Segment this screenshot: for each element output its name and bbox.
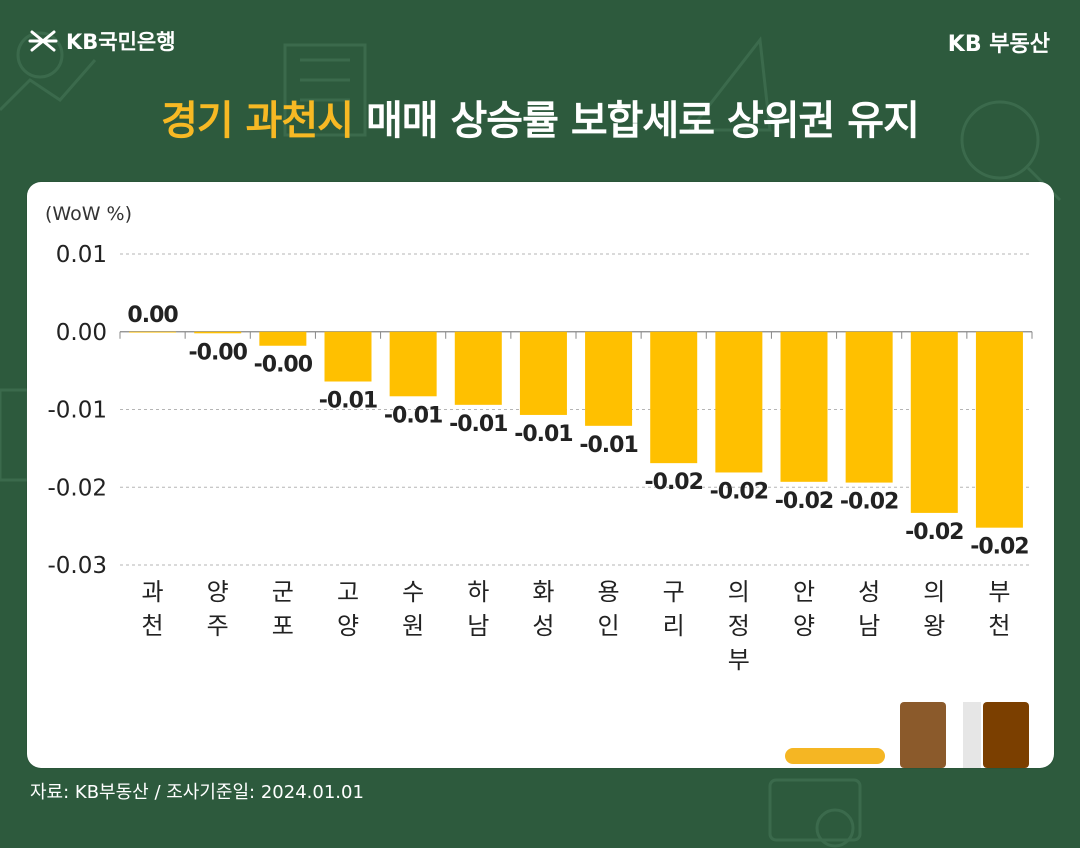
x-category-label: 구: [663, 578, 685, 606]
x-category-label: 용: [598, 578, 620, 606]
x-category-label: 수: [402, 578, 424, 606]
x-category-label: 하: [467, 578, 489, 606]
bar: [389, 331, 437, 397]
x-category-label: 성: [858, 578, 880, 606]
data-label: -0.01: [449, 412, 507, 437]
data-label: -0.00: [189, 340, 248, 365]
x-category-label: 양: [337, 612, 359, 640]
decorative-block-3: [983, 702, 1029, 768]
bar: [780, 331, 828, 482]
brand-name: KB국민은행: [66, 30, 176, 54]
decorative-block-2: [963, 702, 981, 768]
bar: [259, 331, 307, 346]
decorative-blocks: [785, 702, 1029, 768]
x-category-label: 고: [337, 578, 359, 606]
x-category-label: 부: [988, 578, 1010, 606]
bar: [715, 331, 763, 473]
x-category-label: 남: [858, 612, 880, 640]
x-category-label: 의: [728, 578, 750, 606]
y-tick-label: 0.00: [56, 320, 107, 346]
bar: [585, 331, 633, 426]
title-rest: 매매 상승률 보합세로 상위권 유지: [353, 98, 920, 144]
kb-star-icon: [28, 30, 58, 52]
bar: [519, 331, 567, 415]
source-note: 자료: KB부동산 / 조사기준일: 2024.01.01: [30, 782, 364, 803]
bar: [454, 331, 502, 405]
bar-chart: (WoW %) 0.01 0.00 -0.01 -0.02 -0.03 0.00 -0.0…: [45, 203, 1033, 768]
bar: [910, 331, 958, 513]
x-category-label: 원: [402, 612, 424, 640]
y-unit-label: (WoW %): [45, 203, 132, 225]
data-label: -0.00: [254, 353, 313, 378]
data-label: -0.02: [645, 470, 703, 495]
bar: [129, 331, 177, 333]
x-category-label: 주: [207, 612, 229, 640]
x-category-label: 화: [532, 578, 554, 606]
x-category-label: 왕: [923, 612, 945, 640]
data-label: -0.02: [775, 489, 833, 514]
x-category-label: 부: [728, 646, 750, 674]
chart-card: (WoW %) 0.01 0.00 -0.01 -0.02 -0.03 0.00 -0.0…: [27, 182, 1054, 768]
x-category-label: 천: [142, 612, 164, 640]
x-category-label: 정: [728, 612, 750, 640]
x-category-label: 양: [793, 612, 815, 640]
x-category-label: 리: [663, 612, 685, 640]
x-category-label: 성: [532, 612, 554, 640]
y-tick-label: -0.02: [47, 475, 107, 501]
title-accent: 경기 과천시: [161, 98, 354, 144]
decorative-pill: [785, 748, 885, 764]
bar: [650, 331, 698, 464]
x-category-label: 안: [793, 578, 815, 606]
data-label: -0.01: [384, 403, 442, 428]
bar: [324, 331, 372, 382]
page-title: 경기 과천시 매매 상승률 보합세로 상위권 유지: [0, 88, 1080, 146]
x-category-label: 군: [272, 578, 294, 606]
service-name: KB 부동산: [947, 32, 1050, 57]
data-label: -0.01: [514, 422, 572, 447]
x-category-label: 천: [988, 612, 1010, 640]
data-label: -0.01: [319, 389, 377, 414]
y-tick-label: -0.01: [47, 398, 107, 424]
y-tick-label: -0.03: [47, 553, 107, 579]
data-label: -0.02: [840, 490, 898, 515]
bar: [845, 331, 893, 483]
kb-bank-logo: KB국민은행: [28, 26, 176, 56]
data-label: -0.02: [710, 479, 768, 504]
data-label: -0.02: [970, 535, 1028, 560]
bar: [975, 331, 1023, 528]
decorative-block-1: [900, 702, 946, 768]
x-category-label: 의: [923, 578, 945, 606]
bar: [194, 331, 242, 334]
data-label: -0.01: [579, 433, 637, 458]
x-category-label: 양: [207, 578, 229, 606]
data-label: 0.00: [127, 303, 178, 328]
x-category-label: 남: [467, 612, 489, 640]
data-label: -0.02: [905, 520, 963, 545]
x-category-label: 포: [272, 612, 294, 640]
x-category-label: 과: [142, 578, 164, 606]
x-category-label: 인: [598, 612, 620, 640]
y-tick-label: 0.01: [56, 242, 107, 268]
